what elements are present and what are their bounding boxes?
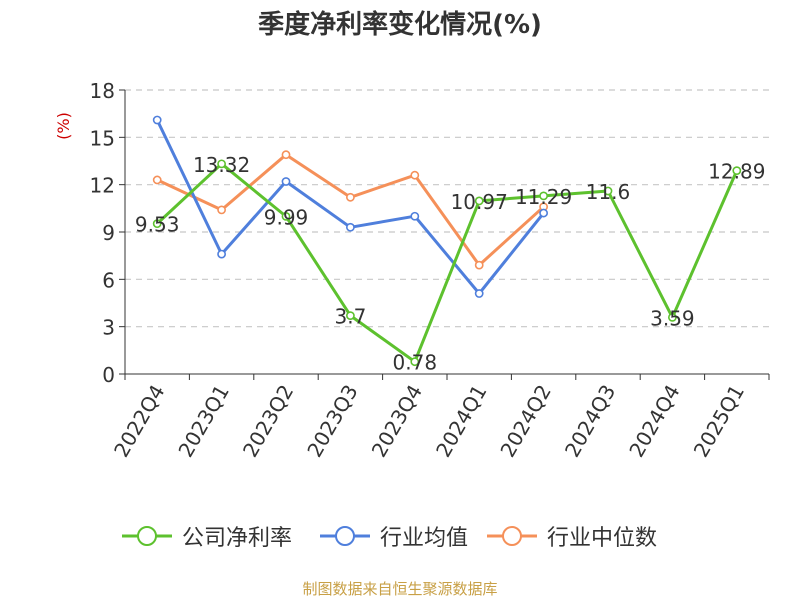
x-tick-label: 2023Q3 [302,381,362,462]
legend-label: 行业中位数 [547,526,657,551]
x-tick-label: 2024Q3 [560,381,620,462]
x-tick-label: 2023Q1 [173,381,233,462]
y-tick-label: 9 [102,221,115,245]
data-label: 3.59 [650,306,695,330]
series-line [155,162,739,364]
data-label: 12.89 [708,160,765,184]
data-label: 13.32 [193,153,250,177]
y-tick-label: 15 [90,126,115,150]
data-point [217,205,226,215]
data-point [345,192,355,202]
data-point [410,357,420,367]
y-tick-label: 3 [102,316,115,340]
y-axis-label: (%) [54,112,73,140]
data-point [603,186,613,196]
data-point [345,222,355,232]
y-tick-label: 18 [90,79,115,103]
data-point [152,115,162,125]
x-tick-label: 2023Q4 [367,381,427,462]
chart-title: 季度净利率变化情况(%) [258,10,542,40]
legend-label: 公司净利率 [182,526,292,551]
data-label: 0.78 [393,351,438,375]
data-label: 11.6 [586,180,631,204]
data-point [474,196,484,206]
data-label: 3.7 [334,305,366,329]
legend-marker [137,526,157,546]
data-point [539,191,548,201]
legend-label: 行业均值 [380,526,468,551]
data-point [474,289,484,298]
y-tick-label: 6 [102,268,115,292]
data-point [410,211,420,221]
data-point [217,159,226,169]
data-label: 9.53 [135,213,180,237]
data-point [732,166,742,176]
data-label: 9.99 [264,205,309,229]
x-tick-label: 2022Q4 [109,381,169,462]
legend-marker [335,526,355,546]
data-point [152,219,162,229]
x-tick-label: 2024Q1 [431,381,491,462]
data-point [345,311,355,321]
data-label: 10.97 [451,190,508,214]
data-label: 11.29 [515,185,572,209]
y-tick-label: 12 [90,174,115,198]
data-point [152,175,162,185]
data-point [281,150,291,160]
x-tick-label: 2025Q1 [689,381,749,462]
data-point [281,211,291,221]
data-point [217,249,226,259]
data-point [474,260,484,270]
data-point [668,312,677,322]
data-point [281,177,291,186]
x-tick-label: 2024Q4 [624,381,684,462]
data-point [410,170,420,180]
x-tick-label: 2023Q2 [238,381,298,462]
legend-marker [502,526,522,546]
y-tick-label: 0 [102,363,115,387]
data-point [539,208,548,218]
data-source-footer: 制图数据来自恒生聚源数据库 [302,580,498,598]
x-tick-label: 2024Q2 [495,381,555,462]
